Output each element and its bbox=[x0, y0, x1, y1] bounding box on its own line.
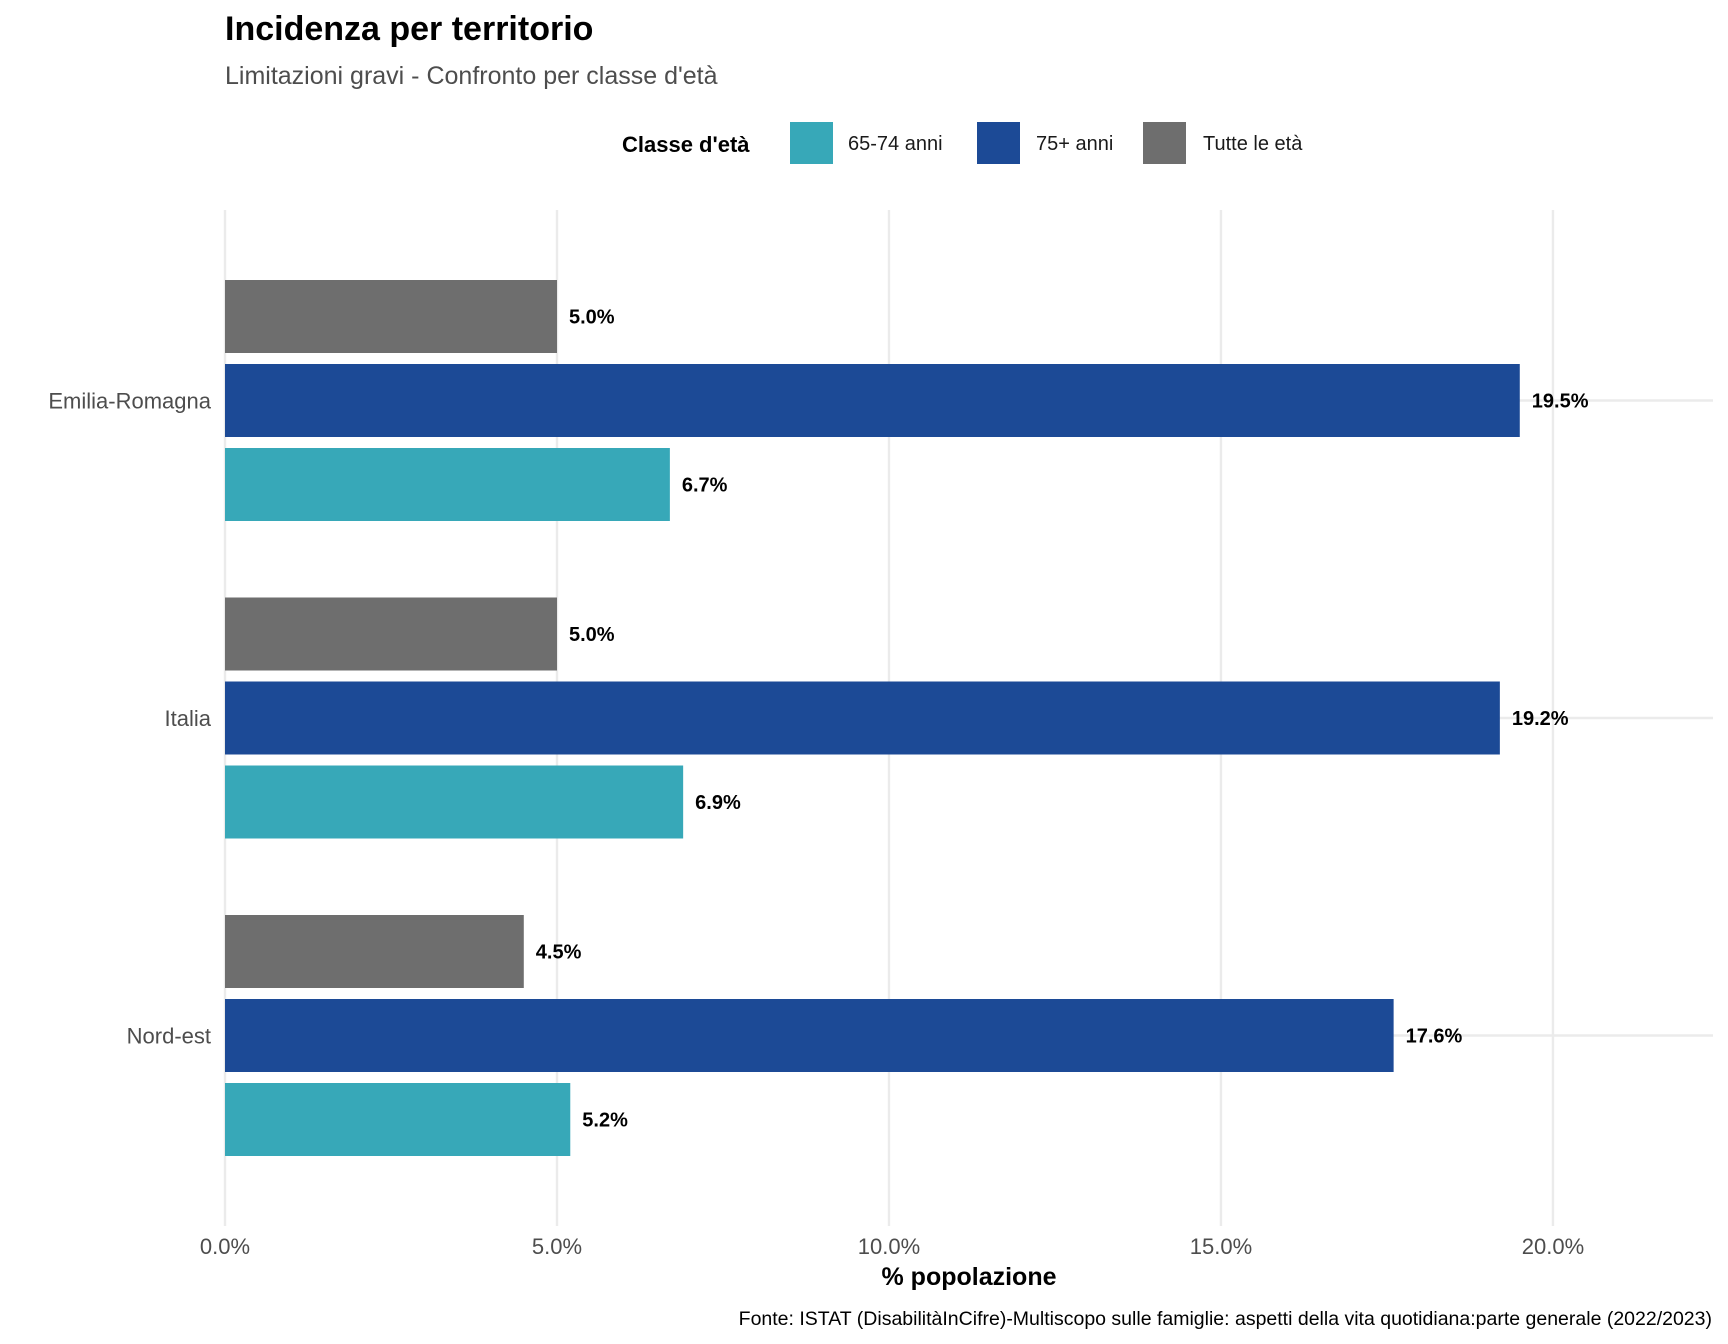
legend-swatch-all-ages bbox=[1143, 122, 1186, 164]
data-label-nord-est-65-74-anni: 5.2% bbox=[582, 1110, 628, 1132]
bar-italia-65-74-anni bbox=[225, 765, 684, 839]
legend-title: Classe d'età bbox=[622, 132, 750, 157]
bar-emilia-romagna-75-anni bbox=[225, 364, 1520, 437]
data-label-emilia-romagna-65-74-anni: 6.7% bbox=[682, 475, 728, 497]
bar-emilia-romagna-tutte-le-et bbox=[225, 280, 557, 353]
x-tick-label: 15.0% bbox=[1190, 1234, 1252, 1259]
x-tick-label: 5.0% bbox=[532, 1234, 582, 1259]
data-label-italia-65-74-anni: 6.9% bbox=[695, 792, 741, 814]
x-axis: 0.0% 5.0% 10.0% 15.0% 20.0% bbox=[200, 1234, 1584, 1259]
bar-nord-est-tutte-le-et bbox=[225, 915, 524, 988]
legend-swatch-65-74 bbox=[790, 122, 833, 164]
bar-italia-75-anni bbox=[225, 681, 1500, 755]
data-label-italia-75-anni: 19.2% bbox=[1512, 708, 1569, 730]
x-axis-title: % popolazione bbox=[882, 1263, 1057, 1291]
legend-label-75-plus: 75+ anni bbox=[1036, 133, 1113, 155]
bar-nord-est-65-74-anni bbox=[225, 1083, 571, 1156]
chart-title: Incidenza per territorio bbox=[225, 10, 593, 48]
data-label-nord-est-tutte-le-et: 4.5% bbox=[536, 942, 582, 964]
bar-italia-tutte-le-et bbox=[225, 597, 557, 671]
bar-emilia-romagna-65-74-anni bbox=[225, 448, 670, 521]
data-label-nord-est-75-anni: 17.6% bbox=[1406, 1026, 1463, 1048]
legend-label-65-74: 65-74 anni bbox=[848, 133, 943, 155]
legend: Classe d'età 65-74 anni 75+ anni Tutte l… bbox=[622, 122, 1303, 164]
legend-swatch-75-plus bbox=[977, 122, 1020, 164]
y-tick-label-emilia-romagna: Emilia-Romagna bbox=[48, 389, 211, 414]
data-label-emilia-romagna-tutte-le-et: 5.0% bbox=[569, 307, 615, 329]
chart-subtitle: Limitazioni gravi - Confronto per classe… bbox=[225, 62, 718, 90]
y-tick-label-italia: Italia bbox=[165, 706, 212, 731]
data-label-emilia-romagna-75-anni: 19.5% bbox=[1532, 391, 1589, 413]
bar-nord-est-75-anni bbox=[225, 999, 1394, 1072]
data-labels: 5.0% 5.0% 4.5% 19.5% 19.2% 17.6% 6.7% 6.9% 5.2% bbox=[536, 307, 1589, 1132]
source-caption: Fonte: ISTAT (DisabilitàInCifre)-Multisc… bbox=[739, 1308, 1712, 1330]
x-tick-label: 10.0% bbox=[858, 1234, 920, 1259]
y-tick-label-nord-est: Nord-est bbox=[127, 1024, 211, 1049]
data-label-italia-tutte-le-et: 5.0% bbox=[569, 624, 615, 646]
legend-label-all-ages: Tutte le età bbox=[1203, 133, 1303, 155]
x-tick-label: 0.0% bbox=[200, 1234, 250, 1259]
x-tick-label: 20.0% bbox=[1522, 1234, 1584, 1259]
y-axis: Emilia-Romagna Italia Nord-est bbox=[48, 389, 211, 1049]
bars bbox=[225, 280, 1520, 1156]
